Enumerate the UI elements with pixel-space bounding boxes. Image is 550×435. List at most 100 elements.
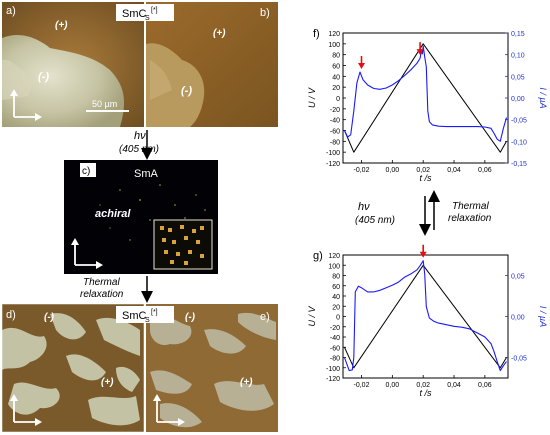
left-tick-label: -60	[330, 345, 340, 352]
left-tick-label: 100	[328, 42, 340, 49]
right-tick-label: 0,00	[511, 96, 525, 103]
panel-d-minus: (-)	[44, 312, 55, 323]
left-tick-label: 0	[336, 96, 340, 103]
current-series-line	[344, 45, 508, 142]
left-tick-label: -60	[330, 129, 340, 136]
right-tick-label: -0,05	[511, 118, 527, 125]
x-axis-label: t /s	[419, 173, 432, 183]
left-tick-label: 40	[332, 294, 340, 301]
scale-bar-label: 50 µm	[92, 99, 117, 109]
top-phase-label: SmC S [*]	[116, 4, 174, 22]
thermal-label-left-1: Thermal	[83, 277, 120, 288]
chart-panel-letter: f)	[313, 28, 320, 40]
micrograph-a: a) (+) (-) 50 µm	[2, 2, 144, 127]
right-tick-label: -0,10	[511, 139, 527, 146]
left-tick-label: 80	[332, 274, 340, 281]
left-tick-label: -20	[330, 107, 340, 114]
x-tick-label: 0,06	[478, 167, 492, 174]
y-right-axis-label: I / µA	[538, 87, 548, 108]
peak-arrow-head	[419, 251, 427, 258]
hv-label-left: hν	[134, 130, 146, 142]
panel-e-plus: (+)	[240, 377, 253, 388]
left-tick-label: -100	[326, 366, 340, 373]
hv-wavelength-left: (405 nm)	[119, 144, 159, 155]
left-tick-label: 120	[328, 253, 340, 260]
hv-wavelength-right: (405 nm)	[355, 215, 395, 226]
panel-e-letter: e)	[260, 311, 270, 323]
left-tick-label: -120	[326, 161, 340, 168]
thermal-label-left-2: relaxation	[80, 289, 124, 300]
panel-b-plus: (+)	[213, 28, 226, 39]
bottom-phase-label: SmC S [*]	[116, 306, 174, 324]
x-tick-label: 0,02	[416, 167, 430, 174]
left-tick-label: -120	[326, 376, 340, 383]
right-tick-label: 0,00	[511, 315, 525, 322]
left-tick-label: 60	[332, 284, 340, 291]
x-tick-label: 0,06	[478, 382, 492, 389]
polarizer-axes-icon-e	[153, 394, 185, 426]
right-tick-label: -0,15	[511, 161, 527, 168]
polarizer-axes-icon-c	[71, 238, 103, 269]
left-tick-label: -20	[330, 325, 340, 332]
thermal-label-right-2: relaxation	[448, 213, 492, 224]
left-tick-label: -40	[330, 118, 340, 125]
plot-frame	[342, 254, 509, 379]
top-label-sup: [*]	[151, 7, 158, 14]
x-tick-label: -0,02	[354, 382, 370, 389]
left-tick-label: 20	[332, 85, 340, 92]
right-tick-label: -0,05	[511, 356, 527, 363]
voltage-series-line	[344, 43, 507, 153]
x-tick-label: 0,00	[386, 167, 400, 174]
panel-c-letter: c)	[82, 166, 90, 177]
left-tick-label: -80	[330, 139, 340, 146]
x-axis-label: t /s	[419, 388, 432, 398]
panel-b-letter: b)	[260, 7, 270, 19]
inset-particles	[160, 225, 204, 265]
top-label-sub: S	[145, 15, 150, 22]
chart-f: f) -120 -100 -80 -60 -40 -20 0 20 40 60 80 100 120 -0,…	[307, 28, 548, 183]
peak-arrow-head	[416, 49, 424, 56]
x-tick-label: -0,02	[354, 167, 370, 174]
x-tick-label: 0,02	[416, 382, 430, 389]
left-tick-label: -40	[330, 335, 340, 342]
left-tick-label: -80	[330, 356, 340, 363]
panel-b-minus: (-)	[181, 85, 192, 97]
polarizer-axes-icon	[10, 89, 42, 121]
x-tick-label: 0,04	[447, 167, 461, 174]
micrograph-e: e) (-) (+)	[146, 304, 278, 432]
left-tick-label: 0	[336, 315, 340, 322]
left-tick-label: 120	[328, 31, 340, 38]
left-tick-label: 20	[332, 304, 340, 311]
right-tick-label: 0,15	[511, 31, 525, 38]
polarizer-axes-icon-d	[10, 394, 42, 426]
x-tick-label: 0,00	[386, 382, 400, 389]
right-tick-label: 0,10	[511, 53, 525, 60]
panel-d-letter: d)	[6, 309, 16, 321]
x-tick-label: 0,04	[447, 382, 461, 389]
hv-label-right: hν	[358, 201, 370, 213]
y-right-axis-label: I / µA	[538, 306, 548, 327]
chart-panel-letter: g)	[313, 250, 323, 262]
peak-arrow-head	[358, 63, 366, 69]
sma-speckles	[99, 184, 206, 246]
bottom-label-sub: S	[145, 317, 150, 324]
right-tick-label: 0,05	[511, 274, 525, 281]
panel-d-plus: (+)	[101, 377, 114, 388]
micrograph-b: b) (+) (-)	[146, 2, 278, 127]
y-left-axis-label: U / V	[307, 87, 317, 108]
plot-frame	[342, 32, 509, 164]
achiral-label: achiral	[95, 208, 131, 220]
left-tick-label: 100	[328, 263, 340, 270]
y-left-axis-label: U / V	[307, 306, 317, 327]
panel-a-letter: a)	[6, 5, 16, 17]
top-label-main: SmC	[122, 8, 147, 20]
thermal-label-right-1: Thermal	[452, 201, 489, 212]
left-tick-label: 40	[332, 74, 340, 81]
left-tick-label: -100	[326, 150, 340, 157]
panel-e-minus: (-)	[185, 312, 196, 323]
panel-c-phase: SmA	[134, 168, 159, 180]
bottom-label-main: SmC	[122, 310, 147, 322]
current-series-line	[343, 260, 507, 372]
right-tick-label: 0,05	[511, 74, 525, 81]
left-tick-label: 80	[332, 53, 340, 60]
